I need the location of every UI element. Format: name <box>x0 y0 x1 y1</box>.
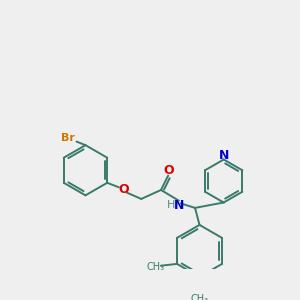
Text: H: H <box>167 200 175 210</box>
Text: CH₃: CH₃ <box>146 262 165 272</box>
Text: N: N <box>218 148 229 161</box>
Text: N: N <box>174 199 184 212</box>
Text: Br: Br <box>61 133 74 143</box>
Text: O: O <box>164 164 174 177</box>
Text: O: O <box>118 184 129 196</box>
Text: CH₃: CH₃ <box>190 294 208 300</box>
